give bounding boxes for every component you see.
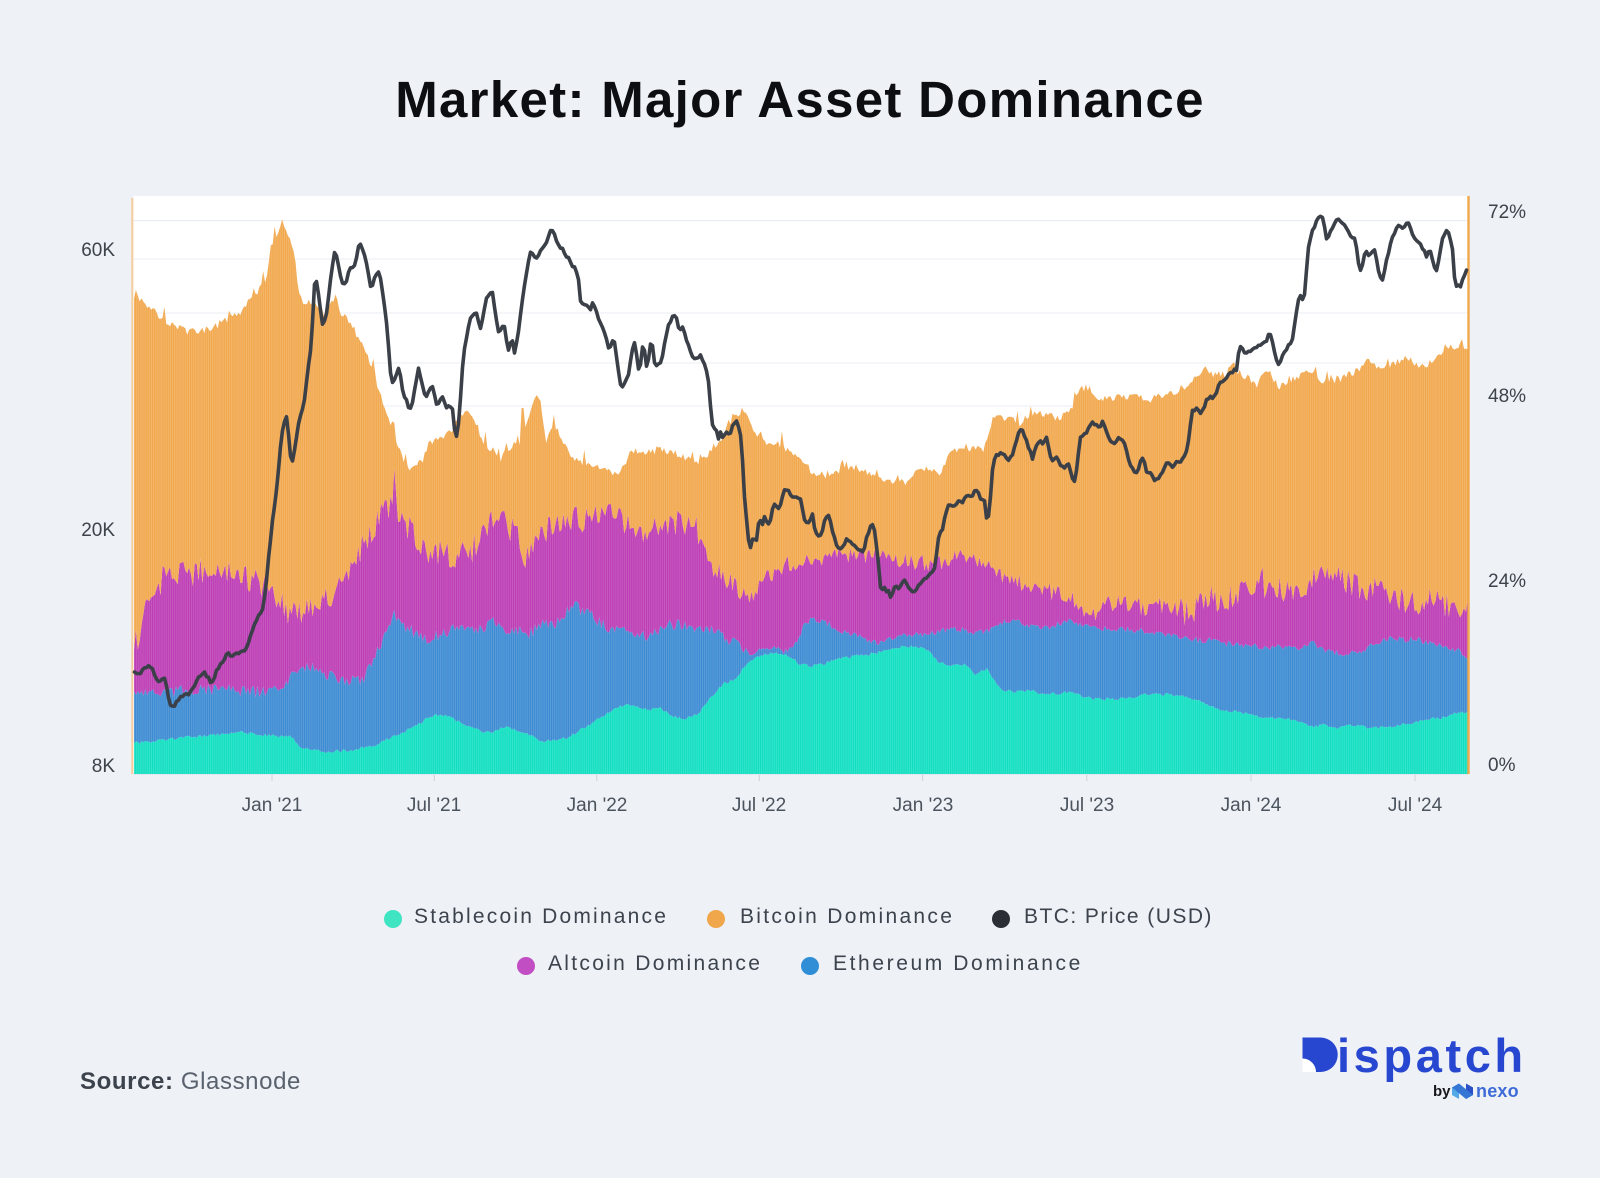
svg-text:by: by: [1433, 1083, 1451, 1100]
svg-text:nexo: nexo: [1476, 1081, 1519, 1101]
svg-text:ispatch: ispatch: [1337, 1030, 1527, 1082]
